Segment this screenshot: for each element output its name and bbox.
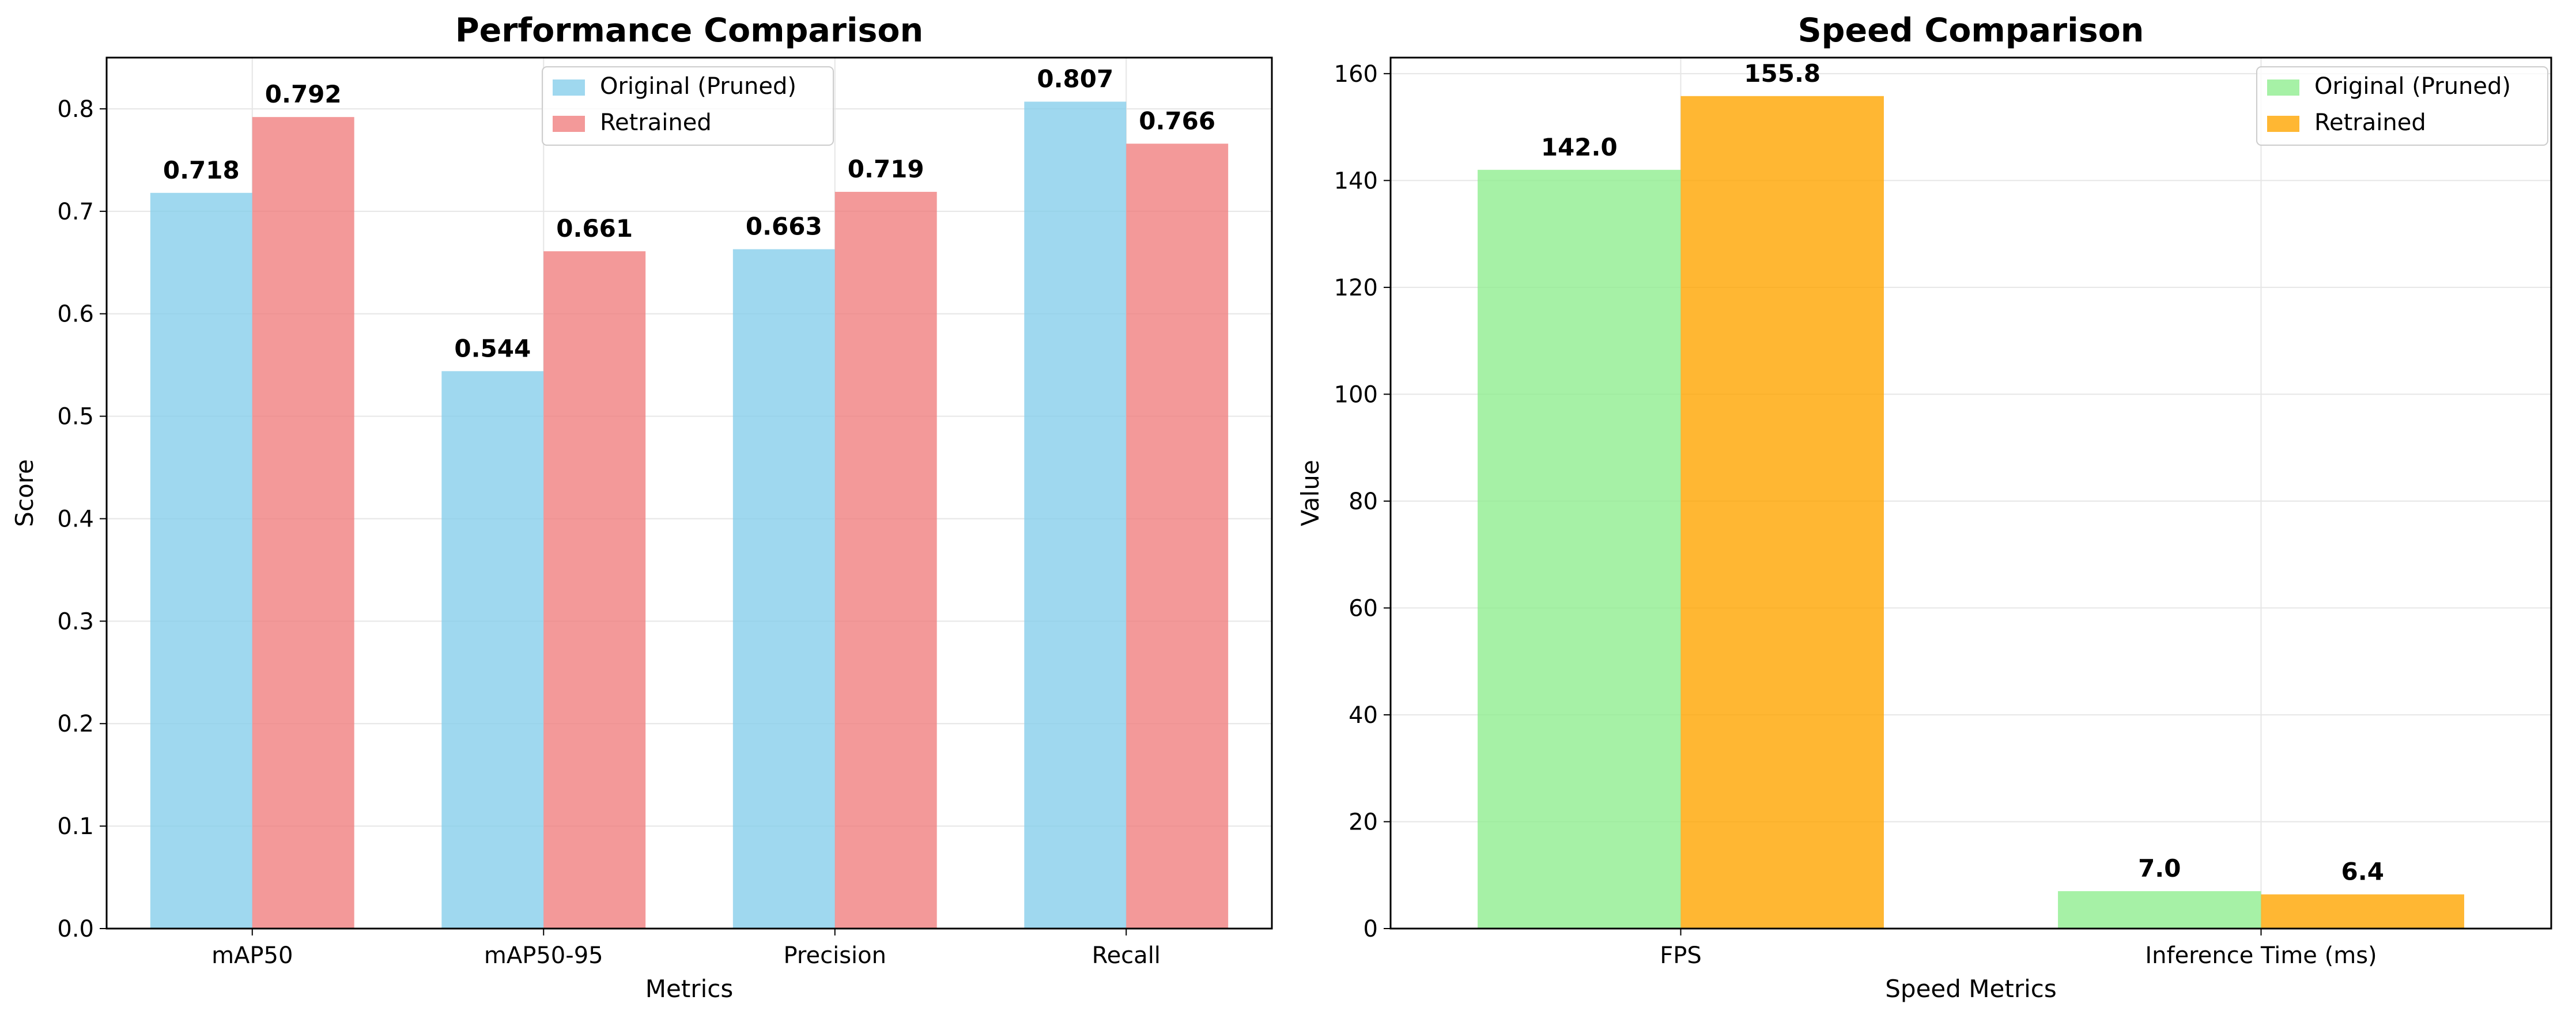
bar-value-label: 155.8 bbox=[1744, 59, 1820, 88]
y-tick-label: 0.7 bbox=[57, 199, 94, 225]
x-tick-label: FPS bbox=[1660, 942, 1702, 969]
legend-label: Original (Pruned) bbox=[600, 73, 796, 100]
chart-title: Performance Comparison bbox=[455, 12, 923, 50]
chart-panel-2: 0 20 40 60 80 100 120 140 160 142.0 7.0 155.8 6.4 FPS… bbox=[1296, 12, 2552, 1003]
bar-original bbox=[1478, 169, 1681, 929]
y-tick-label: 100 bbox=[1334, 381, 1378, 408]
bar-value-label: 0.661 bbox=[556, 214, 633, 243]
y-tick-label: 0.3 bbox=[57, 608, 94, 635]
y-tick-label: 0.8 bbox=[57, 96, 94, 123]
bar-retrained bbox=[2261, 894, 2464, 929]
bar-value-label: 0.663 bbox=[746, 213, 822, 241]
y-tick-label: 60 bbox=[1349, 595, 1378, 622]
x-tick-label: mAP50-95 bbox=[484, 942, 603, 969]
y-tick-label: 40 bbox=[1349, 702, 1378, 729]
legend: Original (Pruned) Retrained bbox=[2256, 66, 2548, 146]
y-tick-label: 0.6 bbox=[57, 301, 94, 328]
chart-panel-1: 0.0 0.1 0.2 0.3 0.4 0.5 0.6 0.7 0.8 0.718 0.544 0.6… bbox=[10, 12, 1273, 1003]
bar-retrained bbox=[543, 251, 646, 929]
x-tick-label: Inference Time (ms) bbox=[2145, 942, 2377, 969]
plot-frame bbox=[1389, 56, 2552, 930]
legend-swatch bbox=[553, 116, 585, 132]
bar-original bbox=[150, 192, 252, 929]
legend-label: Original (Pruned) bbox=[2314, 73, 2511, 100]
bar-value-label: 0.718 bbox=[163, 156, 240, 184]
legend-box bbox=[2256, 66, 2548, 146]
y-axis-label: Score bbox=[10, 459, 39, 527]
bar-retrained bbox=[1126, 143, 1229, 929]
y-tick-label: 0.5 bbox=[57, 404, 94, 430]
legend-label: Retrained bbox=[2314, 109, 2426, 136]
chart-title: Speed Comparison bbox=[1798, 12, 2144, 50]
y-tick-label: 160 bbox=[1334, 61, 1378, 88]
legend-swatch bbox=[2267, 116, 2299, 132]
bar-value-label: 7.0 bbox=[2138, 854, 2181, 882]
y-tick-label: 0 bbox=[1363, 916, 1378, 942]
x-tick-label: mAP50 bbox=[211, 942, 293, 969]
y-tick-label: 0.0 bbox=[57, 916, 94, 942]
bar-retrained bbox=[252, 117, 354, 929]
legend-box bbox=[542, 66, 834, 146]
y-tick-label: 140 bbox=[1334, 168, 1378, 194]
legend-swatch bbox=[2267, 79, 2299, 96]
y-tick-label: 120 bbox=[1334, 275, 1378, 301]
bar-retrained bbox=[834, 192, 937, 929]
bar-value-label: 0.719 bbox=[848, 155, 924, 183]
x-axis-label: Speed Metrics bbox=[1885, 975, 2056, 1003]
y-tick-label: 0.1 bbox=[57, 813, 94, 840]
bar-value-label: 0.766 bbox=[1139, 107, 1215, 135]
bar-value-label: 6.4 bbox=[2341, 858, 2384, 886]
y-tick-label: 20 bbox=[1349, 809, 1378, 835]
legend-label: Retrained bbox=[600, 109, 712, 136]
y-tick-label: 0.4 bbox=[57, 506, 94, 532]
bar-value-label: 142.0 bbox=[1541, 133, 1618, 161]
plot-frame bbox=[105, 56, 1273, 930]
bar-original bbox=[2058, 891, 2261, 929]
legend-swatch bbox=[553, 79, 585, 96]
x-tick-label: Precision bbox=[784, 942, 886, 969]
x-tick-label: Recall bbox=[1092, 942, 1161, 969]
bar-value-label: 0.792 bbox=[265, 80, 342, 108]
legend: Original (Pruned) Retrained bbox=[542, 66, 834, 146]
bar-retrained bbox=[1680, 96, 1884, 929]
bar-value-label: 0.544 bbox=[454, 334, 531, 362]
bar-value-label: 0.807 bbox=[1037, 65, 1113, 93]
bar-original bbox=[441, 371, 544, 929]
y-tick-label: 0.2 bbox=[57, 711, 94, 737]
y-axis-label: Value bbox=[1296, 460, 1324, 526]
bar-original bbox=[1024, 101, 1127, 929]
y-tick-label: 80 bbox=[1349, 488, 1378, 515]
x-axis-label: Metrics bbox=[645, 975, 733, 1003]
bar-original bbox=[732, 249, 835, 929]
